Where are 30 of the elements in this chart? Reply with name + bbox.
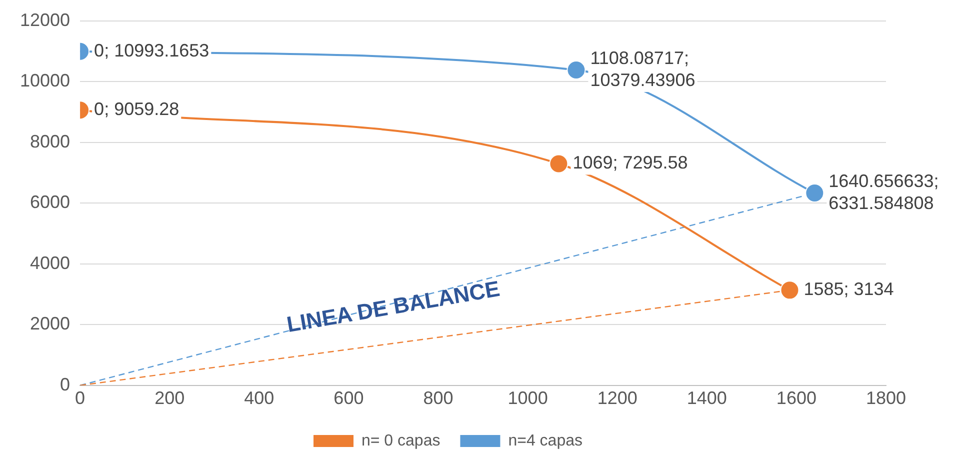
y-tick-label: 8000 [30,131,70,152]
x-tick-label: 1200 [597,388,638,408]
x-tick-label: 400 [244,388,274,408]
y-tick-label: 10000 [20,70,70,91]
data-label: 1640.656633; 6331.584808 [828,170,939,213]
point [549,154,568,174]
x-tick-label: 1600 [776,388,816,408]
data-label: 1069; 7295.58 [572,152,688,173]
y-tick-label: 0 [60,374,70,394]
x-tick-label: 200 [154,388,185,408]
y-tick-label: 6000 [30,192,70,212]
data-label: 0; 10993.1653 [94,40,210,60]
x-tick-label: 1000 [508,388,548,408]
point [780,280,800,300]
data-label: 1108.08717; 10379.43906 [590,48,696,90]
data-label: 0; 9059.28 [94,99,180,120]
x-tick-label: 0 [75,388,86,408]
data-label: 1585; 3134 [804,279,894,300]
x-tick-label: 1400 [686,388,727,408]
x-tick-label: 600 [334,388,364,408]
y-tick-label: 2000 [30,314,70,334]
legend-label: n= 0 capas [361,432,440,450]
x-tick-label: 1800 [866,388,906,408]
annotation: LINEA DE BALANCE [284,276,502,338]
y-tick-label: 4000 [30,252,70,273]
point [805,184,824,203]
point [566,60,586,80]
x-tick-label: 800 [423,388,454,408]
legend-label: n=4 capas [508,432,583,450]
y-tick-label: 12000 [20,10,70,30]
